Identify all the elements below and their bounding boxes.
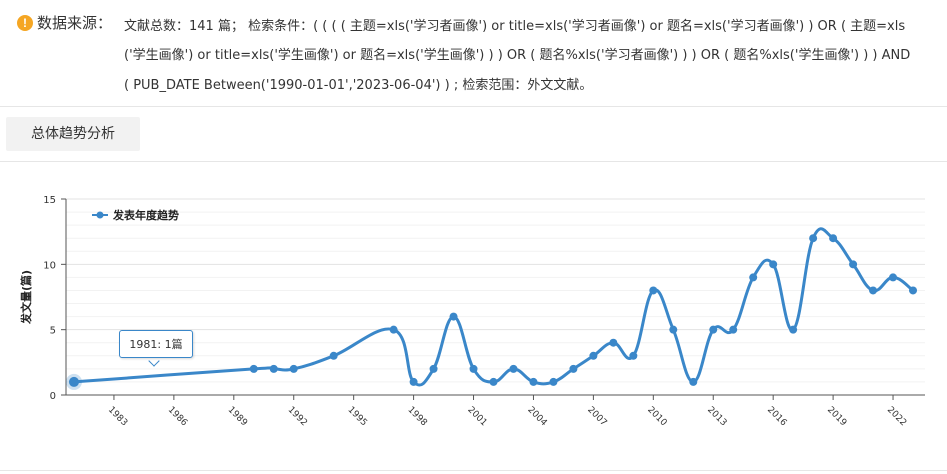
data-point (669, 325, 678, 334)
x-tick-label: 2004 (525, 405, 548, 428)
data-point (849, 260, 858, 269)
data-point (469, 364, 478, 373)
legend-marker (96, 211, 104, 219)
data-point (429, 364, 438, 373)
data-point (629, 351, 638, 360)
x-tick-label: 1986 (166, 405, 189, 428)
data-point (649, 286, 658, 295)
search-condition-line-1: 文献总数：141 篇； 检索条件：( ( ( ( 主题=xls('学习者画像')… (124, 19, 906, 34)
y-tick-label: 10 (43, 260, 56, 271)
x-tick-label: 2022 (885, 405, 908, 428)
data-point (809, 234, 818, 243)
x-tick-label: 2016 (765, 405, 788, 428)
data-point (589, 351, 598, 360)
data-point (829, 234, 838, 243)
legend-label: 发表年度趋势 (112, 208, 179, 222)
y-tick-label: 0 (50, 391, 56, 402)
y-axis-title: 发文量(篇) (19, 270, 33, 325)
data-point (449, 312, 458, 321)
data-point (609, 338, 618, 347)
warning-icon: ! (17, 15, 33, 31)
tab-overall-trend[interactable]: 总体趋势分析 (6, 117, 140, 151)
divider (0, 106, 947, 107)
x-tick-label: 1995 (346, 405, 369, 428)
data-point (489, 377, 498, 386)
x-tick-label: 1983 (106, 405, 129, 428)
trend-line-chart: 0 5 10 15 1983 1986 1989 1992 1995 1998 2001 2004 20… (19, 195, 925, 429)
x-tick-label: 2013 (705, 405, 728, 428)
data-point (269, 364, 278, 373)
data-point (709, 325, 718, 334)
data-point (509, 364, 518, 373)
x-tick-label: 2001 (465, 405, 488, 428)
data-point (529, 377, 538, 386)
data-point (749, 273, 758, 282)
data-point (869, 286, 878, 295)
data-point (689, 377, 698, 386)
data-point (729, 325, 738, 334)
divider (0, 470, 947, 471)
data-point (389, 325, 398, 334)
series-line (73, 227, 914, 387)
search-condition-line-2: ('学生画像') or title=xls('学生画像') or 题名=xls(… (124, 48, 911, 63)
divider (0, 161, 947, 162)
y-tick-label: 15 (43, 195, 56, 206)
x-tick-label: 1989 (226, 405, 249, 428)
data-point (289, 364, 298, 373)
x-tick-label: 1998 (405, 405, 428, 428)
x-tick-label: 2019 (825, 405, 848, 428)
search-info-panel: ! 数据来源： 文献总数：141 篇； 检索条件：( ( ( ( 主题=xls(… (0, 0, 947, 106)
data-source-label: 数据来源： (37, 14, 113, 32)
search-condition-line-3: ( PUB_DATE Between('1990-01-01','2023-06… (124, 78, 593, 93)
data-point (569, 364, 578, 373)
data-point (889, 273, 898, 282)
y-tick-label: 5 (50, 326, 56, 337)
data-point (249, 364, 258, 373)
data-point (789, 325, 798, 334)
data-point (409, 377, 418, 386)
data-point (769, 260, 778, 269)
data-point (909, 286, 918, 295)
chart-tooltip: 1981: 1篇 (119, 330, 193, 358)
x-tick-label: 2010 (645, 405, 668, 428)
x-tick-label: 1992 (286, 405, 309, 428)
data-point (68, 376, 79, 387)
data-point (329, 351, 338, 360)
x-tick-label: 2007 (585, 405, 608, 428)
data-point (549, 377, 558, 386)
